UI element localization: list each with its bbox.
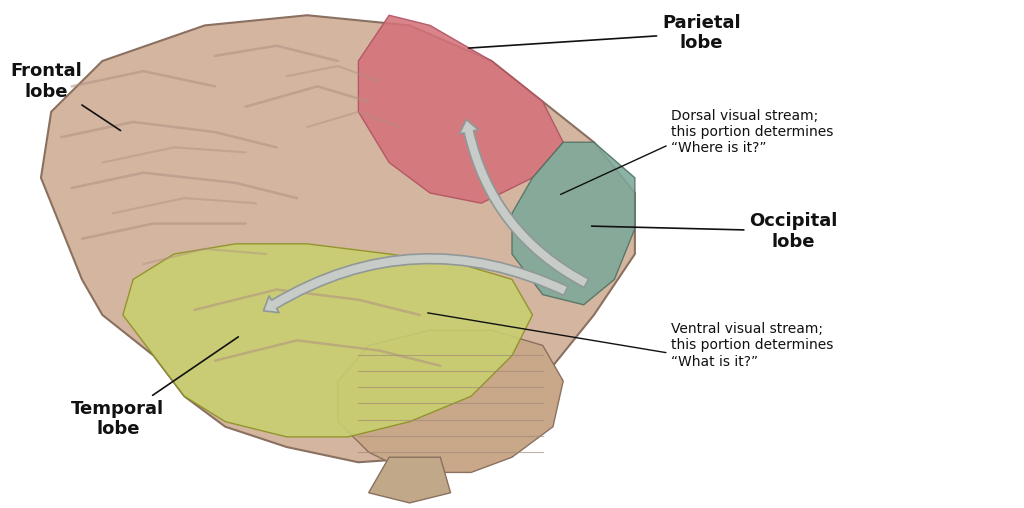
Polygon shape [369, 457, 451, 503]
Text: Temporal
lobe: Temporal lobe [72, 337, 239, 438]
Polygon shape [41, 15, 635, 462]
Text: Frontal
lobe: Frontal lobe [10, 62, 121, 131]
FancyArrowPatch shape [460, 119, 589, 288]
Polygon shape [358, 15, 563, 203]
Text: Ventral visual stream;
this portion determines
“What is it?”: Ventral visual stream; this portion dete… [671, 322, 834, 369]
Polygon shape [512, 142, 635, 305]
Polygon shape [338, 330, 563, 472]
Polygon shape [123, 244, 532, 437]
Text: Dorsal visual stream;
this portion determines
“Where is it?”: Dorsal visual stream; this portion deter… [671, 109, 834, 155]
Text: Occipital
lobe: Occipital lobe [592, 212, 838, 250]
Text: Parietal
lobe: Parietal lobe [469, 14, 740, 52]
FancyArrowPatch shape [263, 254, 568, 313]
